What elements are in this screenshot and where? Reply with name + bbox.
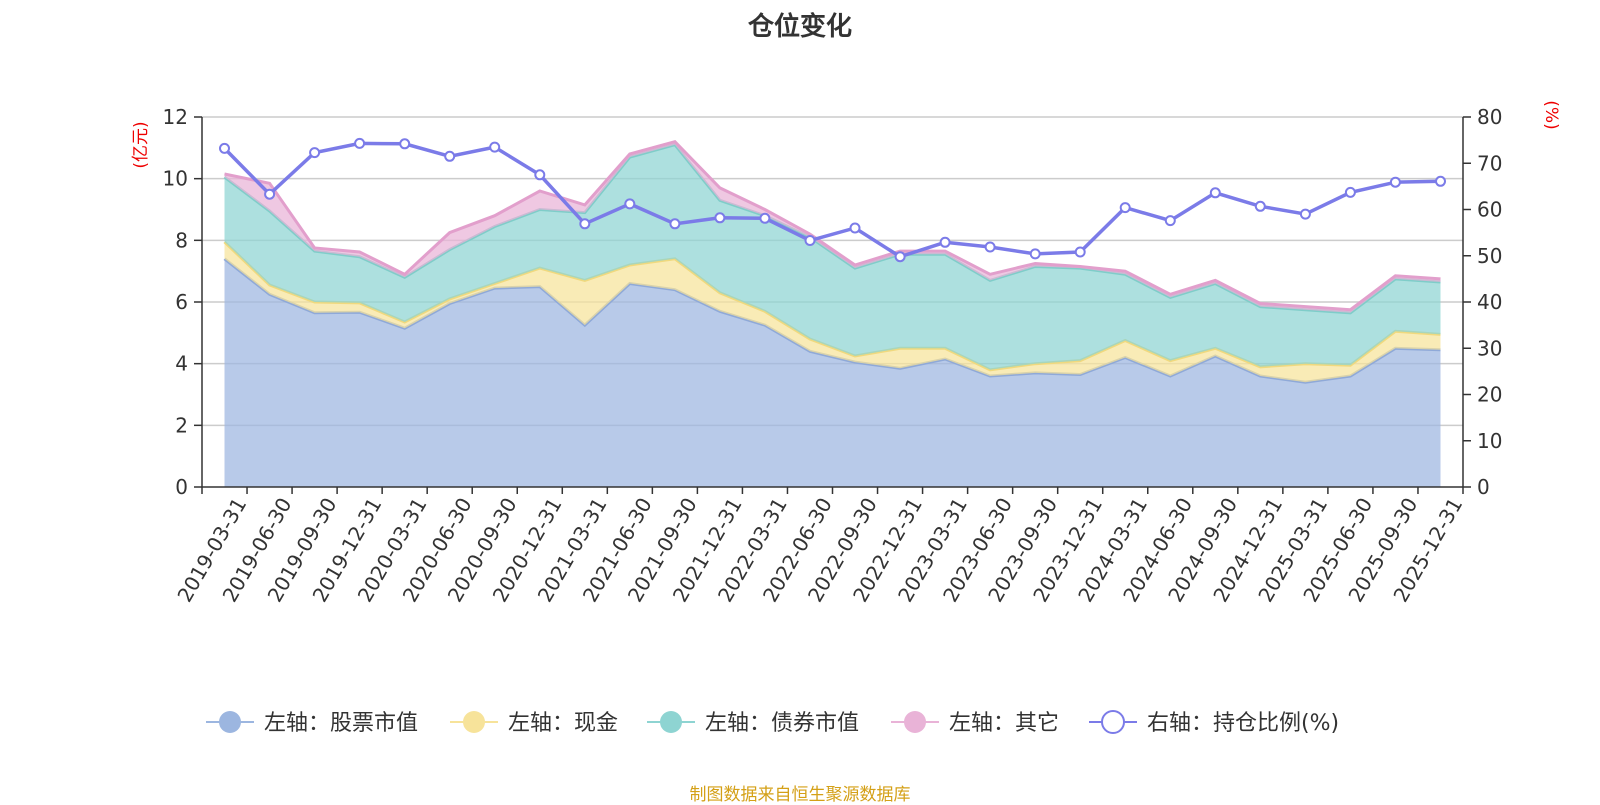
- ratio-point[interactable]: [399, 138, 411, 150]
- ratio-point[interactable]: [759, 212, 771, 224]
- ratio-point[interactable]: [1209, 187, 1221, 199]
- ratio-point[interactable]: [1119, 202, 1131, 214]
- legend: 左轴：股票市值 左轴：现金 左轴：债券市值 左轴：其它 右轴：持仓比例(%): [206, 710, 1339, 736]
- left-tick-label: 10: [163, 167, 188, 191]
- ratio-point[interactable]: [1344, 186, 1356, 198]
- ratio-line: [223, 141, 1441, 259]
- ratio-point[interactable]: [444, 150, 456, 162]
- chart-title: 仓位变化: [747, 12, 852, 42]
- left-tick-label: 6: [175, 290, 188, 314]
- ratio-point[interactable]: [309, 147, 321, 159]
- ratio-point[interactable]: [624, 198, 636, 210]
- legend-item-other[interactable]: 左轴：其它: [891, 711, 1059, 736]
- legend-marker: [463, 711, 485, 733]
- ratio-point[interactable]: [714, 212, 726, 224]
- ratio-point[interactable]: [1074, 246, 1086, 258]
- legend-label: 左轴：其它: [949, 711, 1059, 736]
- area-bond: [224, 144, 1441, 370]
- stacked-areas: [223, 140, 1441, 487]
- ratio-point[interactable]: [489, 141, 501, 153]
- legend-item-bond[interactable]: 左轴：债券市值: [647, 711, 859, 736]
- legend-marker: [904, 711, 926, 733]
- ratio-point[interactable]: [1254, 200, 1266, 212]
- left-axis-unit: (亿元): [131, 121, 151, 168]
- left-tick-label: 2: [175, 413, 188, 437]
- legend-marker: [219, 711, 241, 733]
- right-tick-label: 40: [1477, 290, 1502, 314]
- ratio-point[interactable]: [804, 235, 816, 246]
- legend-marker: [1101, 710, 1125, 734]
- right-tick-label: 0: [1477, 475, 1490, 499]
- right-tick-label: 20: [1477, 383, 1502, 407]
- ratio-point[interactable]: [1389, 176, 1401, 188]
- legend-label: 左轴：股票市值: [264, 711, 418, 736]
- right-tick-label: 50: [1477, 244, 1502, 268]
- ratio-point[interactable]: [354, 137, 366, 149]
- legend-marker: [660, 711, 682, 733]
- ratio-point[interactable]: [1435, 175, 1446, 187]
- left-tick-label: 4: [175, 352, 188, 376]
- ratio-point[interactable]: [534, 169, 546, 181]
- ratio-point[interactable]: [1029, 248, 1041, 260]
- ratio-point[interactable]: [669, 218, 681, 230]
- right-tick-label: 10: [1477, 429, 1502, 453]
- source-note: 制图数据来自恒生聚源数据库: [689, 785, 911, 805]
- right-tick-label: 70: [1477, 151, 1502, 175]
- left-tick-label: 8: [175, 228, 188, 252]
- legend-item-ratio[interactable]: 右轴：持仓比例(%): [1089, 710, 1339, 736]
- ratio-point[interactable]: [1299, 208, 1311, 220]
- ratio-point[interactable]: [579, 218, 591, 230]
- right-tick-label: 80: [1477, 105, 1502, 129]
- right-tick-label: 60: [1477, 198, 1502, 222]
- area-stock: [224, 258, 1441, 487]
- legend-label: 左轴：现金: [508, 711, 618, 736]
- ratio-point[interactable]: [939, 236, 951, 248]
- legend-label: 右轴：持仓比例(%): [1147, 711, 1339, 736]
- area-edge-other: [224, 140, 1441, 312]
- ratio-point[interactable]: [1164, 215, 1176, 227]
- ratio-point[interactable]: [849, 222, 861, 234]
- ratio-point[interactable]: [894, 251, 906, 263]
- legend-item-stock[interactable]: 左轴：股票市值: [206, 711, 418, 736]
- ratio-line-series: [219, 137, 1446, 263]
- right-tick-label: 30: [1477, 336, 1502, 360]
- legend-item-cash[interactable]: 左轴：现金: [450, 711, 618, 736]
- right-axis-unit: (%): [1541, 100, 1561, 129]
- ratio-point[interactable]: [219, 142, 230, 154]
- ratio-point[interactable]: [984, 241, 996, 253]
- ratio-point[interactable]: [264, 188, 276, 200]
- legend-label: 左轴：债券市值: [705, 711, 859, 736]
- left-tick-label: 0: [175, 475, 188, 499]
- left-tick-label: 12: [163, 105, 188, 129]
